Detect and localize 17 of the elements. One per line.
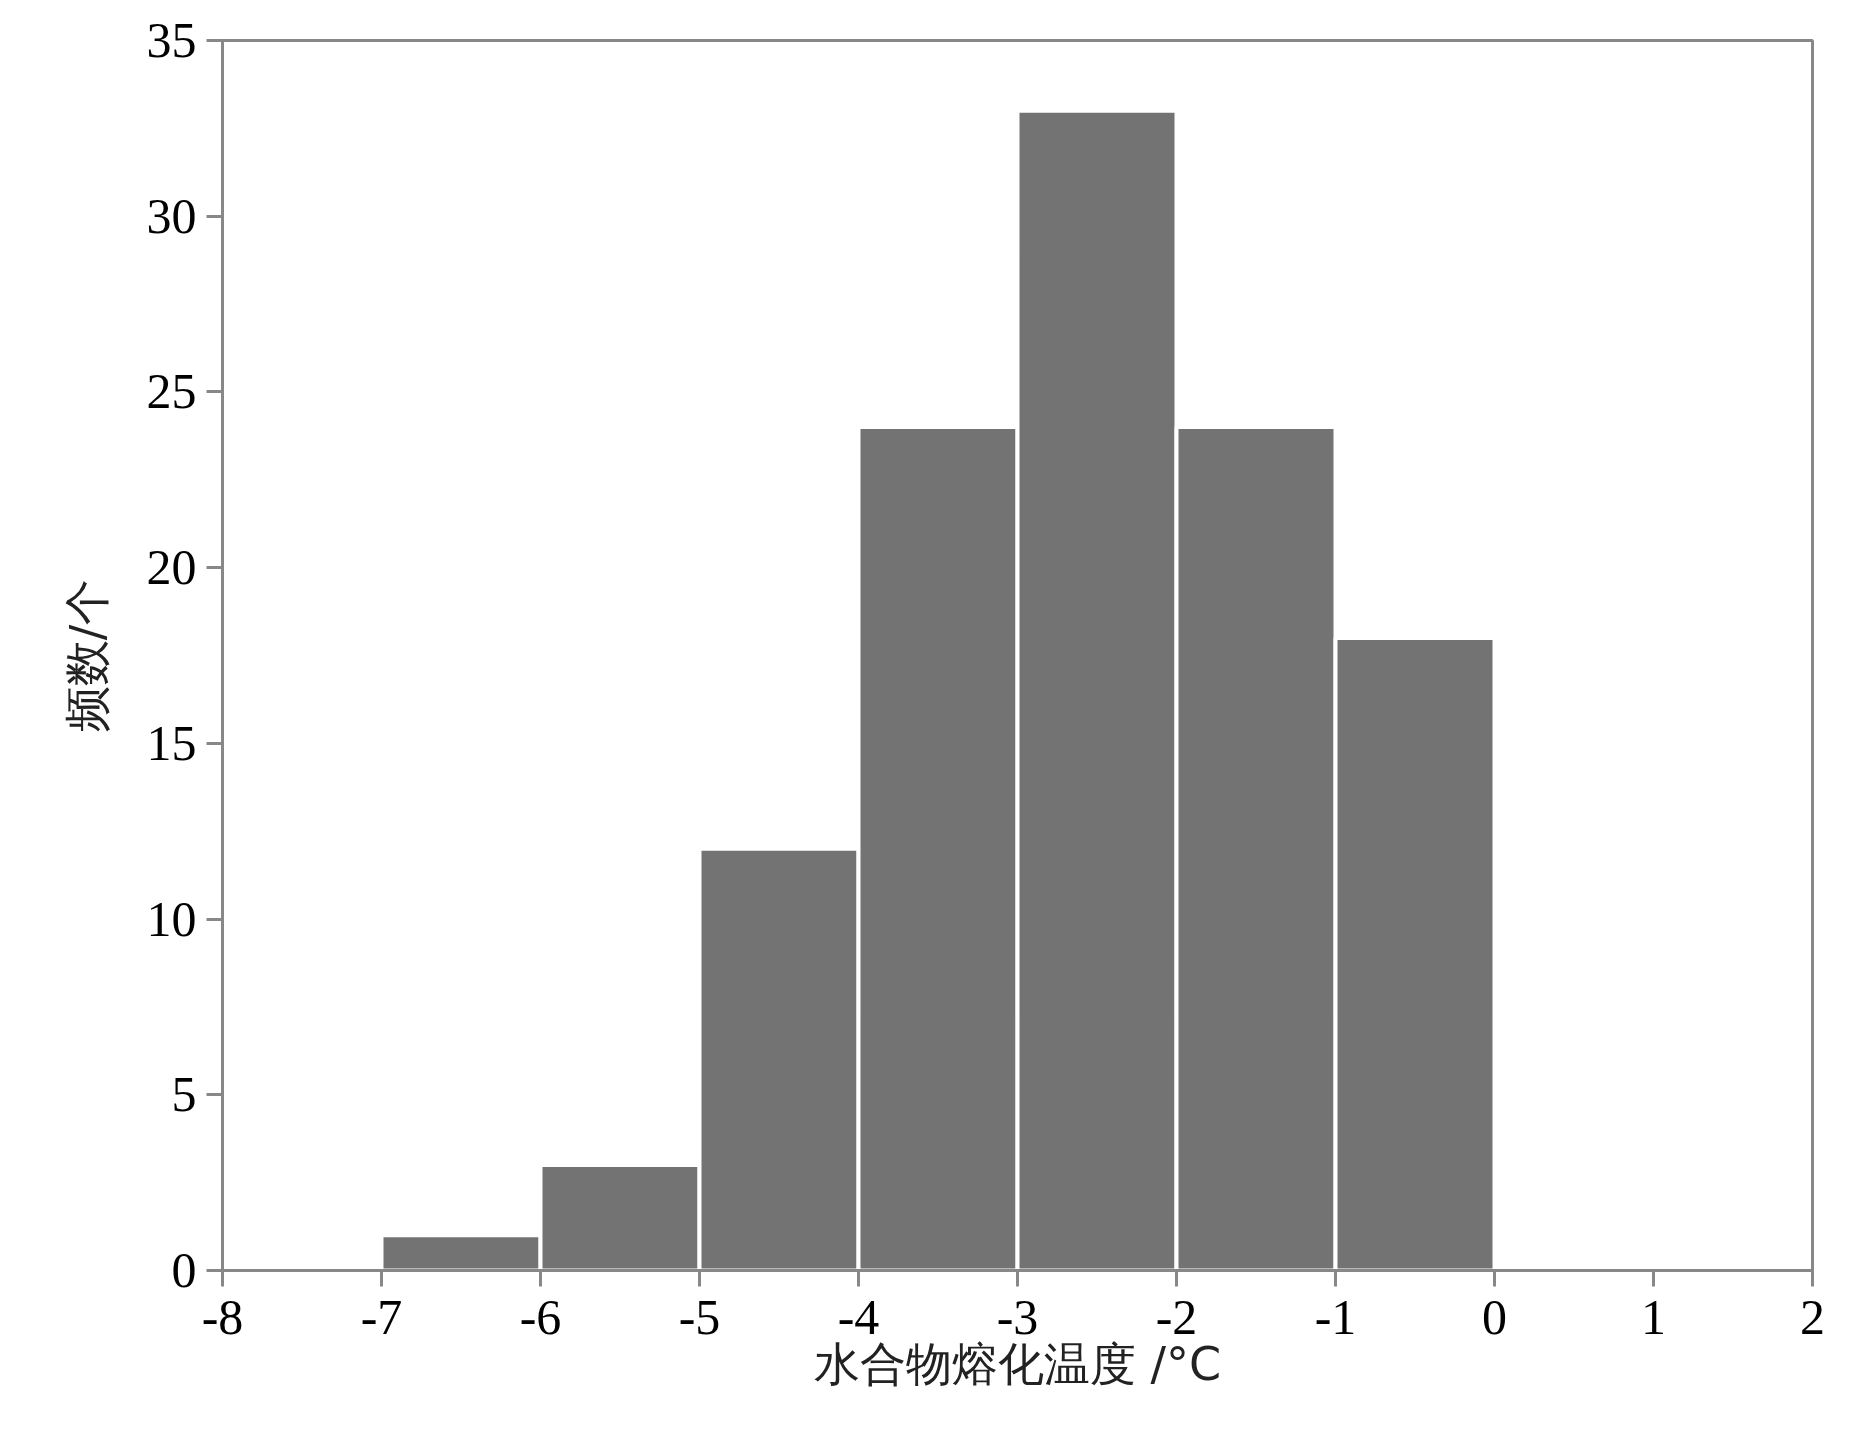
y-tick-label: 25 (146, 363, 197, 420)
x-tick-label: -6 (519, 1288, 562, 1345)
x-tick-label: 2 (1800, 1288, 1825, 1345)
x-tick-label: 1 (1641, 1288, 1666, 1345)
y-axis-title: 频数/个 (59, 578, 114, 733)
y-tick-label: 5 (171, 1066, 197, 1123)
x-tick-label: -7 (360, 1288, 403, 1345)
x-tick-label: -5 (678, 1288, 721, 1345)
y-tick-label: 35 (146, 12, 197, 68)
y-tick-label: 20 (146, 539, 197, 596)
x-tick-label: 0 (1482, 1288, 1507, 1345)
y-tick-label: 10 (146, 890, 197, 947)
y-tick-label: 30 (146, 187, 197, 244)
y-tick-label: 0 (171, 1242, 197, 1298)
x-tick-label: -8 (201, 1288, 244, 1345)
x-tick-label: -1 (1314, 1288, 1357, 1345)
y-tick-label: 15 (146, 714, 197, 771)
